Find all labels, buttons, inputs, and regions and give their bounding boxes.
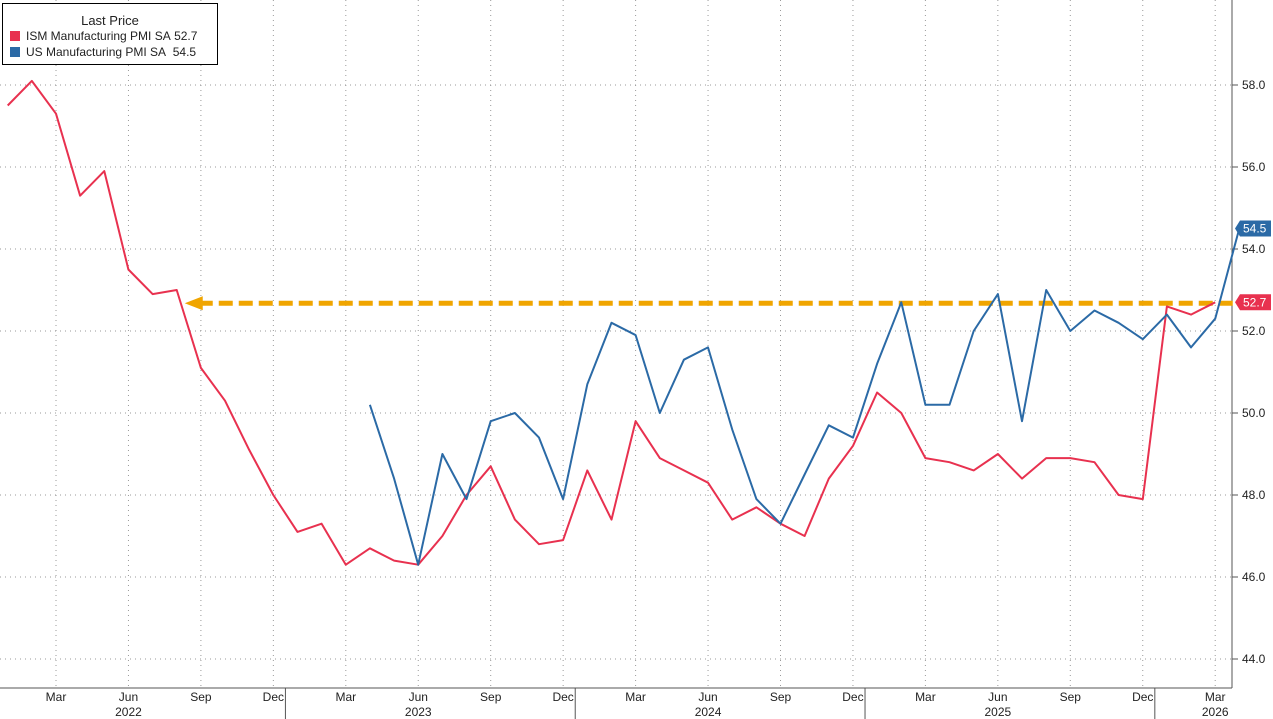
x-year-label: 2026 <box>1202 705 1229 719</box>
x-month-label: Dec <box>842 690 863 704</box>
last-value-flags: 52.7 54.5 <box>1235 220 1271 311</box>
legend: Last Price ISM Manufacturing PMI SA 52.7… <box>2 3 218 65</box>
x-month-label: Sep <box>480 690 502 704</box>
grid-lines <box>0 0 1232 688</box>
x-year-label: 2023 <box>405 705 432 719</box>
reference-arrowhead <box>184 296 203 311</box>
legend-label-us: US Manufacturing PMI SA <box>26 45 167 59</box>
x-month-label: Jun <box>698 690 717 704</box>
last-value-flag-us: 54.5 <box>1235 220 1271 237</box>
y-tick-label: 58.0 <box>1242 78 1266 92</box>
series-line-ism <box>6 79 1216 566</box>
flag-value: 52.7 <box>1243 295 1267 309</box>
flag-shape <box>1235 220 1271 237</box>
y-tick-label: 54.0 <box>1242 242 1266 256</box>
x-tick-labels: Mar Jun Sep Dec Mar Jun Sep Dec Mar Jun Sep Dec Mar J… <box>46 690 1229 719</box>
x-month-label: Mar <box>335 690 356 704</box>
x-month-label: Dec <box>552 690 573 704</box>
last-value-flag-ism: 52.7 <box>1235 294 1271 311</box>
x-month-label: Mar <box>1205 690 1226 704</box>
y-tick-label: 48.0 <box>1242 488 1266 502</box>
y-tick-label: 44.0 <box>1242 652 1266 666</box>
x-month-label: Sep <box>190 690 212 704</box>
x-month-label: Dec <box>1132 690 1153 704</box>
flag-value: 54.5 <box>1243 222 1267 236</box>
x-month-label: Mar <box>625 690 646 704</box>
legend-last-ism: 52.7 <box>174 29 198 43</box>
x-month-label: Jun <box>409 690 428 704</box>
x-month-label: Mar <box>46 690 67 704</box>
x-month-label: Jun <box>988 690 1007 704</box>
axes <box>0 0 1238 719</box>
y-tick-label: 52.0 <box>1242 324 1266 338</box>
x-month-label: Jun <box>119 690 138 704</box>
legend-label-ism: ISM Manufacturing PMI SA <box>26 29 171 43</box>
legend-entry-us: US Manufacturing PMI SA 54.5 <box>10 44 217 60</box>
y-tick-label: 46.0 <box>1242 570 1266 584</box>
legend-swatch-us <box>10 47 20 57</box>
series-line-us <box>368 228 1241 566</box>
x-month-label: Sep <box>770 690 792 704</box>
x-month-label: Dec <box>263 690 284 704</box>
reference-arrow <box>184 296 1236 311</box>
legend-entry-ism: ISM Manufacturing PMI SA 52.7 <box>10 28 217 44</box>
legend-title: Last Price <box>81 13 139 28</box>
y-tick-label: 56.0 <box>1242 160 1266 174</box>
y-tick-label: 50.0 <box>1242 406 1266 420</box>
x-year-label: 2022 <box>115 705 142 719</box>
legend-swatch-ism <box>10 31 20 41</box>
series-lines <box>6 79 1241 566</box>
legend-last-us: 54.5 <box>172 45 197 59</box>
x-year-label: 2025 <box>984 705 1011 719</box>
y-tick-labels: 44.0 46.0 48.0 50.0 52.0 54.0 56.0 58.0 <box>1242 78 1266 666</box>
x-month-label: Sep <box>1060 690 1082 704</box>
x-month-label: Mar <box>915 690 936 704</box>
x-year-label: 2024 <box>695 705 722 719</box>
flag-shape <box>1235 294 1271 311</box>
